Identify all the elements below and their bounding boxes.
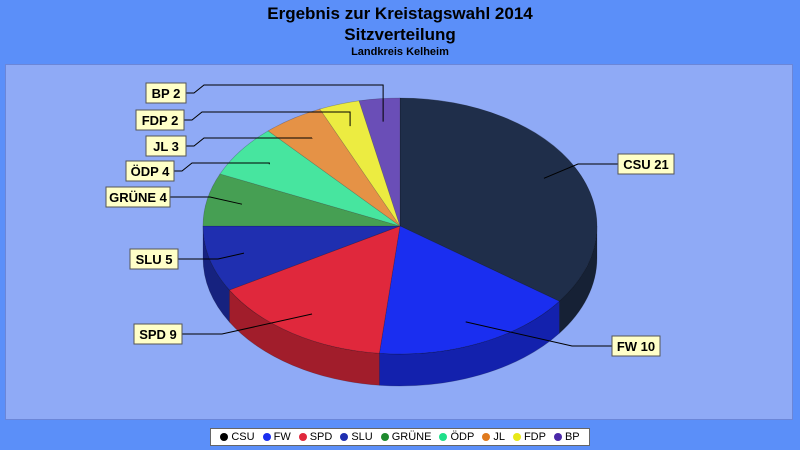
pie-slices (202, 97, 598, 355)
leader-line-fdp (184, 111, 351, 127)
legend-swatch--dp (439, 433, 448, 441)
chart-subsubtitle: Landkreis Kelheim (351, 46, 449, 58)
data-label-box-slu (129, 248, 179, 270)
leader-line-gr-ne (170, 196, 243, 205)
data-label-gr-ne: GRÜNE 4 (109, 190, 168, 205)
leader-line-slu (178, 252, 245, 260)
data-label-csu: CSU 21 (623, 157, 669, 172)
legend-swatch-slu (340, 433, 349, 441)
data-label-box-bp (145, 82, 187, 104)
legend-swatch-fdp (512, 433, 521, 441)
data-label-box-fdp (135, 109, 185, 131)
chart-subtitle: Sitzverteilung (344, 25, 456, 44)
pie-slice-fdp[interactable] (319, 100, 401, 227)
legend-label-csu: CSU (231, 431, 255, 443)
leader-line-spd (182, 313, 313, 335)
legend-item--dp[interactable]: ÖDP (439, 431, 474, 443)
pie-slice-gr-ne[interactable] (202, 173, 401, 227)
title-block: Ergebnis zur Kreistagswahl 2014 Sitzvert… (0, 3, 800, 59)
legend-swatch-csu (220, 433, 229, 441)
legend-label-fw: FW (273, 431, 291, 443)
data-label-box-jl (145, 135, 187, 157)
leader-line-csu (543, 163, 618, 179)
data-label-box-spd (133, 323, 183, 345)
legend-label--dp: ÖDP (450, 431, 475, 443)
legend-swatch-jl (482, 433, 491, 441)
data-label-bp: BP 2 (152, 86, 181, 101)
legend-item-bp[interactable]: BP (553, 431, 580, 443)
legend-swatch-spd (298, 433, 307, 441)
legend-swatch-gr-ne (380, 433, 389, 441)
chart-title: Ergebnis zur Kreistagswahl 2014 (267, 4, 533, 23)
legend-label-bp: BP (564, 431, 580, 443)
data-label-box-gr-ne (105, 186, 171, 208)
legend-label-spd: SPD (309, 431, 333, 443)
data-label--dp: ÖDP 4 (131, 164, 171, 179)
legend: CSU FW SPD SLU GRÜNE ÖDP JL FDP BP (210, 428, 590, 446)
legend-label-jl: JL (493, 431, 505, 443)
legend-item-fw[interactable]: FW (262, 431, 291, 443)
pie-slice-csu[interactable] (399, 97, 598, 302)
data-label-fw: FW 10 (617, 339, 655, 354)
data-label-box-fw (611, 335, 661, 357)
data-label-box--dp (125, 160, 175, 182)
data-label-box-csu (617, 153, 675, 175)
leader-line--dp (174, 162, 270, 172)
legend-item-spd[interactable]: SPD (298, 431, 333, 443)
pie-slice-spd[interactable] (228, 225, 401, 354)
legend-item-gr-ne[interactable]: GRÜNE (380, 431, 432, 443)
pie-slice-bp[interactable] (358, 97, 401, 227)
pie-slice--dp[interactable] (219, 130, 401, 227)
legend-item-slu[interactable]: SLU (340, 431, 373, 443)
legend-label-slu: SLU (351, 431, 373, 443)
pie-slice-fw[interactable] (379, 225, 560, 355)
legend-item-fdp[interactable]: FDP (512, 431, 546, 443)
pie-labels: CSU 21 FW 10 SPD 9 SLU 5 GRÜNE 4 ÖDP 4 JL 3 FDP… (105, 82, 675, 357)
data-label-fdp: FDP 2 (142, 113, 179, 128)
legend-swatch-bp (553, 433, 562, 441)
legend-swatch-fw (262, 433, 271, 441)
leader-line-bp (186, 84, 384, 122)
leader-line-jl (186, 137, 313, 147)
pie-gloss (203, 98, 400, 226)
legend-item-jl[interactable]: JL (482, 431, 505, 443)
leader-line-fw (465, 321, 612, 347)
legend-label-gr-ne: GRÜNE (391, 431, 432, 443)
data-label-jl: JL 3 (153, 139, 179, 154)
legend-label-fdp: FDP (523, 431, 546, 443)
data-label-spd: SPD 9 (139, 327, 177, 342)
data-label-slu: SLU 5 (136, 252, 173, 267)
legend-item-csu[interactable]: CSU (220, 431, 255, 443)
